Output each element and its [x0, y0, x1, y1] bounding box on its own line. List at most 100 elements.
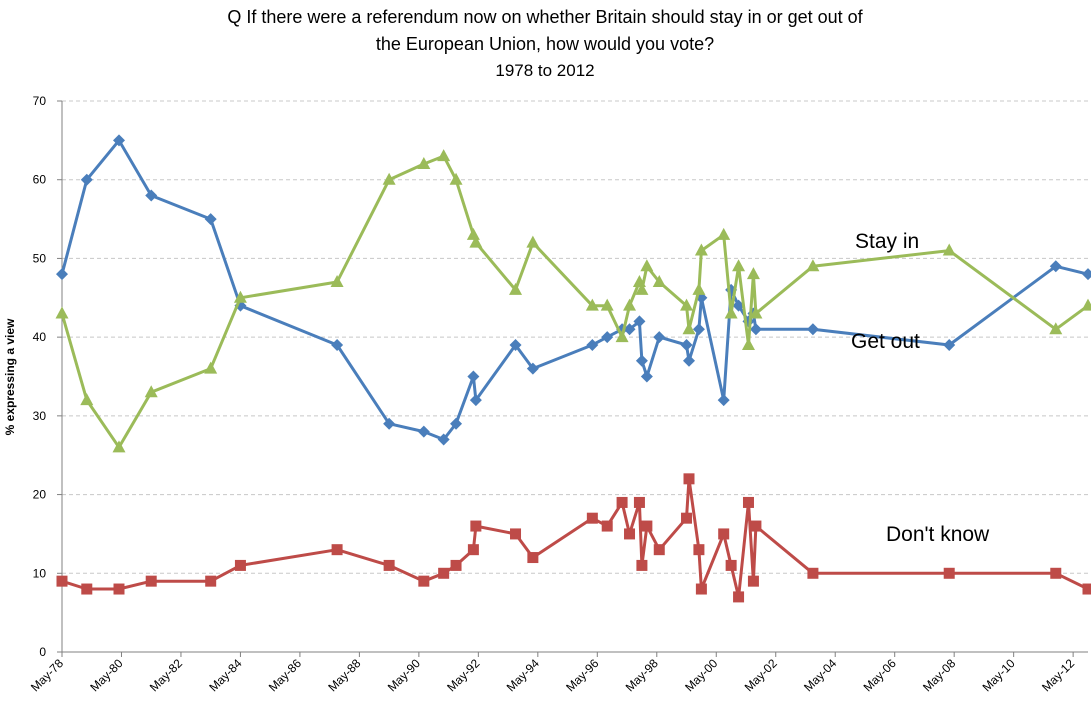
data-point: [616, 496, 628, 508]
data-point: [56, 268, 68, 281]
data-point: [437, 433, 450, 446]
data-point: [1082, 268, 1091, 281]
data-point: [509, 282, 523, 295]
series-line: [60, 154, 1089, 449]
chart-title-line-2: the European Union, how would you vote?: [376, 34, 714, 54]
data-point: [331, 544, 343, 556]
data-point: [653, 544, 665, 556]
y-tick-label: 10: [33, 566, 47, 580]
data-point: [1082, 583, 1091, 595]
data-point: [733, 591, 745, 603]
data-point: [467, 370, 480, 383]
data-point: [943, 339, 956, 352]
data-point: [694, 243, 708, 256]
data-point: [943, 567, 955, 579]
series-line: [60, 138, 1089, 441]
data-point: [623, 298, 637, 311]
data-point: [615, 330, 629, 343]
annotation-get-out: Get out: [851, 330, 920, 353]
y-tick-label: 0: [39, 645, 46, 659]
x-tick-label: May-84: [206, 656, 244, 694]
data-point: [450, 417, 463, 430]
data-point: [417, 156, 431, 169]
data-point: [526, 235, 540, 248]
x-tick-label: May-98: [623, 656, 661, 694]
axes: [57, 100, 1088, 657]
data-point: [636, 559, 648, 571]
y-axis-label: % expressing a view: [3, 318, 17, 435]
data-point: [330, 275, 344, 288]
x-tick-label: May-78: [28, 656, 66, 694]
data-point: [113, 583, 125, 595]
x-tick-label: May-02: [742, 656, 780, 694]
data-point: [418, 575, 430, 587]
data-point: [942, 243, 956, 256]
data-point: [806, 323, 819, 336]
data-point: [641, 520, 653, 532]
y-tick-label: 70: [33, 94, 47, 108]
data-point: [510, 528, 522, 540]
data-point: [601, 520, 613, 532]
data-point: [683, 354, 695, 367]
data-point: [693, 544, 705, 556]
x-tick-label: May-88: [325, 656, 363, 694]
data-point: [204, 213, 217, 226]
data-point: [633, 496, 645, 508]
data-point: [145, 575, 157, 587]
data-point: [652, 275, 666, 288]
data-point: [585, 298, 599, 311]
data-point: [680, 298, 694, 311]
data-point: [683, 473, 695, 485]
y-tick-labels: 0 10 20 30 40 50 60 70: [33, 94, 47, 659]
data-point: [732, 259, 746, 272]
x-tick-label: May-96: [563, 656, 601, 694]
data-point: [233, 290, 247, 303]
data-point: [417, 425, 430, 438]
data-point: [725, 559, 737, 571]
data-point: [112, 440, 126, 453]
data-point: [382, 172, 396, 185]
y-tick-label: 20: [33, 488, 47, 502]
data-point: [466, 227, 480, 240]
data-point: [1050, 567, 1062, 579]
data-point: [681, 512, 693, 524]
y-tick-label: 60: [33, 173, 47, 187]
data-point: [747, 575, 759, 587]
data-point: [653, 331, 666, 344]
x-tick-label: May-06: [861, 656, 899, 694]
data-point: [746, 267, 760, 280]
y-tick-label: 40: [33, 330, 47, 344]
data-point: [807, 567, 819, 579]
data-point: [600, 298, 614, 311]
annotation-stay-in: Stay in: [855, 230, 919, 253]
data-point: [680, 339, 693, 352]
data-point: [682, 322, 696, 335]
data-point: [601, 331, 614, 344]
data-point: [469, 235, 483, 248]
data-point: [632, 275, 646, 288]
x-tick-label: May-94: [504, 656, 542, 694]
x-tick-label: May-10: [980, 656, 1018, 694]
data-point: [1081, 298, 1091, 311]
data-point: [724, 306, 738, 319]
series-square: [56, 473, 1091, 603]
data-point: [623, 323, 636, 336]
series-triangle: [55, 149, 1091, 453]
data-point: [144, 385, 158, 398]
data-point: [732, 299, 745, 312]
data-point: [742, 496, 754, 508]
data-point: [449, 172, 463, 185]
data-point: [718, 528, 730, 540]
x-tick-label: May-82: [147, 656, 185, 694]
data-point: [635, 354, 648, 367]
data-point: [640, 259, 654, 272]
series: [55, 134, 1091, 603]
data-point: [234, 559, 246, 571]
data-point: [113, 134, 125, 147]
data-point: [586, 512, 598, 524]
data-point: [383, 559, 395, 571]
x-tick-label: May-80: [87, 656, 125, 694]
data-point: [437, 149, 451, 162]
data-point: [750, 520, 762, 532]
x-tick-label: May-04: [801, 656, 839, 694]
